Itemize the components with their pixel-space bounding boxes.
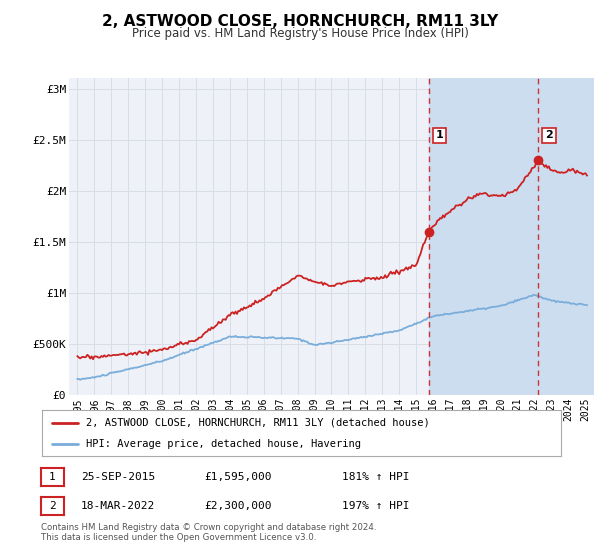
Text: HPI: Average price, detached house, Havering: HPI: Average price, detached house, Have… [86,439,361,449]
Text: 1: 1 [436,130,443,141]
Bar [428,78,594,395]
Text: 2: 2 [49,501,56,511]
Text: Contains HM Land Registry data © Crown copyright and database right 2024.: Contains HM Land Registry data © Crown c… [41,523,376,532]
Text: 197% ↑ HPI: 197% ↑ HPI [342,501,409,511]
Text: 181% ↑ HPI: 181% ↑ HPI [342,472,409,482]
Text: £2,300,000: £2,300,000 [204,501,271,511]
Text: 2, ASTWOOD CLOSE, HORNCHURCH, RM11 3LY (detached house): 2, ASTWOOD CLOSE, HORNCHURCH, RM11 3LY (… [86,418,430,428]
Text: £1,595,000: £1,595,000 [204,472,271,482]
Text: 18-MAR-2022: 18-MAR-2022 [81,501,155,511]
Text: This data is licensed under the Open Government Licence v3.0.: This data is licensed under the Open Gov… [41,533,316,542]
Text: 2, ASTWOOD CLOSE, HORNCHURCH, RM11 3LY: 2, ASTWOOD CLOSE, HORNCHURCH, RM11 3LY [102,14,498,29]
Text: Price paid vs. HM Land Registry's House Price Index (HPI): Price paid vs. HM Land Registry's House … [131,27,469,40]
Text: 25-SEP-2015: 25-SEP-2015 [81,472,155,482]
Text: 1: 1 [49,472,56,482]
Text: 2: 2 [545,130,553,141]
